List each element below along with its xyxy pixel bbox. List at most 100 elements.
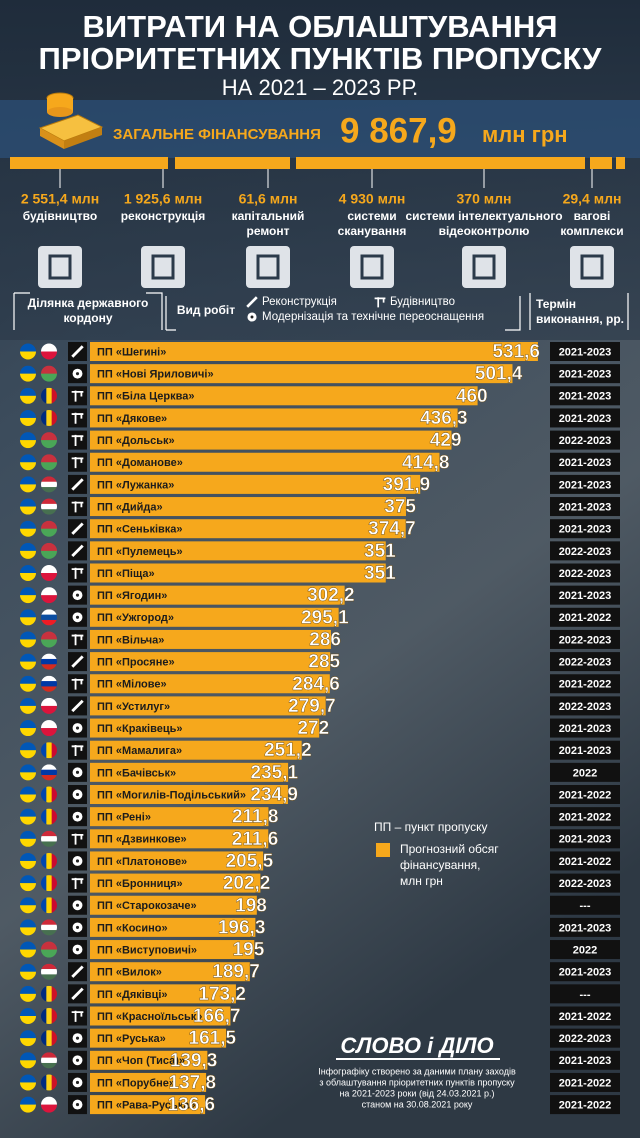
period-box [550, 895, 620, 915]
category-icon [350, 246, 394, 288]
icon-modern-dot [75, 372, 80, 376]
flag-stripe [20, 683, 36, 692]
icon-modern-dot [75, 615, 80, 619]
footnote: на 2021-2023 роки (від 24.03.2021 р.) [339, 1088, 494, 1098]
period: 2021-2023 [559, 745, 612, 757]
flag-stripe [41, 365, 57, 374]
bar [90, 962, 250, 982]
flag-stripe [46, 1030, 52, 1047]
bar [90, 519, 406, 539]
flag-stripe [20, 830, 36, 840]
breakdown-label: ремонт [246, 224, 289, 238]
period-box [550, 519, 620, 539]
icon-modern-dot [75, 947, 80, 952]
category-icon [38, 246, 82, 288]
flag-stripe [46, 387, 52, 404]
breakdown-label: системи інтелектуального [405, 209, 562, 223]
flag-stripe [41, 573, 57, 581]
period: --- [580, 900, 591, 912]
category-icon [570, 246, 614, 288]
flag-stripe [41, 697, 57, 707]
total-value: 9 867,9 [340, 111, 457, 150]
icon-modern-dot [75, 792, 80, 797]
icon-crane [71, 457, 84, 469]
bar [90, 851, 264, 871]
column-header: виконання, рр. [536, 312, 624, 326]
bar [90, 364, 513, 384]
bar [90, 585, 345, 605]
value-label: 374,7 [368, 519, 416, 540]
icon-crane [71, 833, 84, 845]
bar-category: ПП «Мамалига» [97, 745, 182, 757]
bar-category: ПП «Дийда» [97, 501, 163, 513]
period-box [550, 364, 620, 384]
bar-category: ПП «Лужанка» [97, 479, 174, 491]
breakdown-amount: 1 925,6 млн [124, 191, 202, 207]
bar [90, 762, 289, 782]
period: 2021-2023 [559, 479, 612, 491]
period-box [550, 1006, 620, 1026]
bar [90, 785, 288, 804]
value-label: 136,6 [168, 1095, 216, 1116]
icon-modern-dot [75, 1103, 80, 1107]
icon-modern-dot [75, 925, 80, 929]
flag-stripe [41, 373, 57, 382]
period: 2022-2023 [559, 435, 612, 447]
flag-stripe [20, 1030, 36, 1039]
bar-category: ПП «Біла Церква» [97, 391, 194, 403]
flag-stripe [20, 697, 36, 707]
work-icon-box [68, 430, 87, 450]
work-icon-box [68, 452, 87, 472]
legend-abbr: ПП – пункт пропуску [374, 820, 488, 834]
flag-stripe [20, 617, 36, 626]
period-box [550, 386, 620, 406]
bar [90, 452, 440, 472]
flag-stripe [51, 409, 57, 426]
split-bar [10, 157, 625, 169]
flag-stripe [41, 775, 57, 781]
flag-stripe [41, 587, 57, 596]
period-box [550, 607, 620, 627]
icon-ruler [71, 987, 84, 1001]
breakdown-amount: 2 551,4 млн [21, 191, 99, 207]
flag-stripe [41, 487, 57, 493]
column-header: Ділянка державного [28, 296, 149, 310]
period-box [550, 851, 620, 871]
period: 2022-2023 [559, 1033, 612, 1045]
flag-stripe [20, 1074, 36, 1083]
bar-category: ПП «Шегині» [97, 346, 166, 358]
icon-ruler [71, 522, 84, 535]
flag-stripe [20, 764, 36, 773]
flag-stripe [41, 830, 57, 837]
flag-stripe [20, 897, 36, 906]
period: 2021-2022 [559, 789, 612, 801]
period: 2021-2023 [559, 391, 612, 403]
bar-category: ПП «Ужгород» [97, 612, 174, 624]
flag-stripe [20, 409, 36, 419]
value-label: 284,6 [292, 674, 340, 695]
flag-stripe [20, 919, 36, 928]
coins-icon [38, 92, 104, 149]
flag-stripe [41, 720, 57, 729]
bar [90, 873, 261, 893]
period: 2021-2023 [559, 501, 612, 513]
flag-stripe [41, 454, 57, 463]
work-icon-box [68, 674, 87, 694]
flag-stripe [20, 675, 36, 685]
bar [90, 408, 458, 428]
flag-stripe [20, 794, 36, 803]
bar-category: ПП «Бронниця» [97, 878, 183, 890]
flag-stripe [41, 658, 57, 665]
bar-category: ПП «Красноїльськ» [97, 1011, 202, 1023]
flag-stripe [41, 619, 57, 626]
period-box [550, 563, 620, 583]
flag-stripe [20, 631, 36, 640]
title-line: ВИТРАТИ НА ОБЛАШТУВАННЯ [82, 9, 557, 44]
period: 2021-2023 [559, 413, 612, 425]
bar-category: ПП «Краківець» [97, 723, 182, 735]
flag-stripe [46, 409, 52, 426]
value-label: 391,9 [383, 474, 431, 495]
breakdown-label: сканування [338, 224, 407, 238]
bar-category: ПП «Рені» [97, 812, 151, 824]
period-box [550, 962, 620, 982]
